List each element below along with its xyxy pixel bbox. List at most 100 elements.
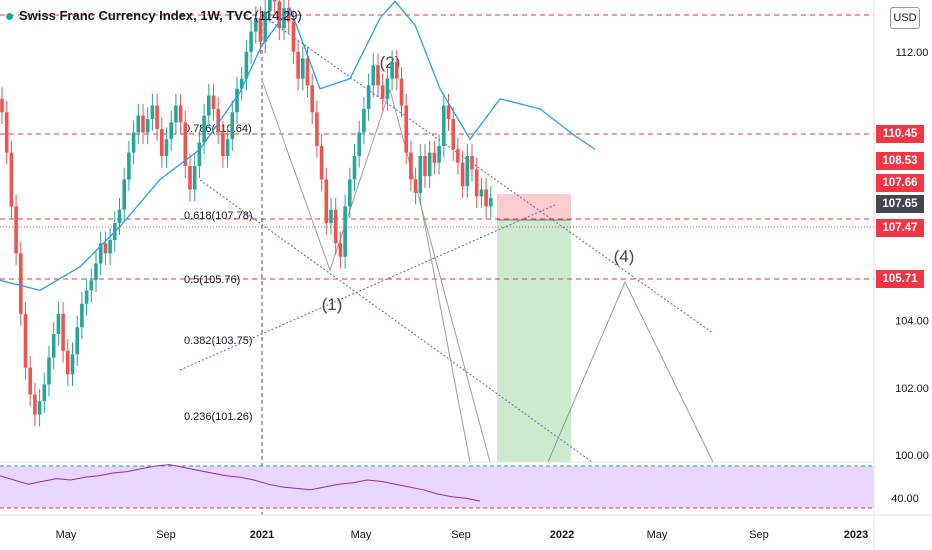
high-value-label: (114.29) [254, 8, 302, 23]
candle-body [362, 108, 366, 133]
candle-body [484, 189, 488, 207]
candle-body [14, 206, 18, 254]
candle-body [4, 112, 9, 153]
candle-body [366, 85, 371, 109]
y-tick-label: 102.00 [895, 383, 929, 395]
wave-label: (1) [322, 295, 343, 314]
candle-body [80, 303, 84, 328]
candle-body [70, 354, 75, 375]
candle-body [192, 166, 197, 190]
price-tag: 107.65 [876, 195, 924, 213]
candle-body [282, 8, 286, 29]
candle-body [155, 105, 159, 130]
candle-body [286, 8, 291, 22]
x-tick-label: 2021 [250, 529, 274, 541]
fib-level-label: 0.5(105.76) [184, 274, 240, 286]
candle-body [427, 152, 432, 177]
y-tick-label: 104.00 [895, 316, 929, 328]
candle-body [254, 18, 258, 32]
candle-body [371, 65, 376, 86]
candle-body [338, 243, 343, 257]
rsi-line [0, 464, 481, 502]
candle-body [145, 119, 150, 133]
candle-body [141, 115, 145, 133]
candle-body [84, 290, 89, 304]
candle-body [103, 243, 108, 254]
x-tick-label: Sep [451, 529, 471, 541]
support-trendline [179, 204, 556, 371]
candle-body [89, 280, 94, 291]
candle-body [442, 105, 446, 146]
candle-body [225, 139, 230, 156]
candle-body [310, 85, 314, 113]
take-profit-zone [497, 220, 571, 462]
market-status-icon [6, 13, 13, 21]
price-tag: 107.66 [876, 174, 924, 192]
candle-body [437, 145, 441, 163]
x-tick-label: May [56, 529, 77, 541]
candle-body [301, 58, 305, 79]
candle-body [75, 327, 79, 355]
y-tick-label: 112.00 [896, 47, 929, 59]
candle-body [423, 155, 427, 177]
fib-level-label: 0.236(101.26) [184, 411, 253, 423]
candle-body [230, 112, 235, 140]
candle-body [451, 119, 455, 150]
candle-body [61, 313, 65, 351]
candle-body [211, 95, 216, 109]
candle-body [51, 334, 56, 358]
candle-body [324, 179, 329, 224]
currency-button[interactable]: USD [890, 7, 920, 29]
candle-body [117, 209, 122, 224]
candle-body [47, 357, 51, 385]
candle-body [390, 61, 394, 79]
chart-title-text: Swiss Franc Currency Index, 1W, TVC [19, 8, 253, 23]
candle-body [66, 350, 70, 375]
candle-body [489, 197, 493, 207]
candle-body [127, 152, 131, 180]
candle-body [258, 18, 263, 42]
candle-body [263, 11, 267, 42]
candle-body [235, 88, 239, 113]
candle-body [56, 313, 61, 335]
x-tick-label: May [647, 529, 668, 541]
x-tick-label: Sep [749, 529, 769, 541]
candle-body [272, 0, 277, 2]
candle-body [19, 253, 23, 314]
price-tag: 108.53 [876, 152, 924, 170]
fib-level-label: 0.618(107.78) [184, 210, 253, 222]
wave-label: (4) [614, 247, 635, 266]
candle-body [399, 78, 404, 106]
candle-body [291, 21, 296, 52]
candle-body [183, 122, 188, 167]
candle-body [376, 65, 380, 86]
candle-body [432, 152, 437, 163]
x-tick-label: May [351, 529, 372, 541]
candle-body [277, 1, 282, 29]
candle-body [385, 78, 390, 99]
candle-body [305, 58, 310, 86]
candle-body [474, 169, 479, 197]
candle-body [42, 384, 47, 402]
x-tick-label: Sep [156, 529, 176, 541]
candle-body [122, 179, 126, 210]
candle-body [178, 105, 183, 123]
candle-body [479, 189, 484, 197]
candle-body [94, 263, 98, 281]
candle-body [98, 243, 103, 264]
candle-body [296, 51, 300, 79]
candle-body [131, 132, 136, 153]
upper-channel-line [261, 14, 714, 334]
price-tag: 110.45 [876, 125, 924, 143]
wave-drop-line [419, 199, 471, 463]
moving-average-line [0, 0, 596, 292]
candle-body [164, 139, 169, 156]
projected-wave-path [547, 280, 714, 463]
candle-body [249, 31, 253, 52]
wave-path [261, 79, 491, 463]
candle-body [216, 108, 220, 133]
candle-body [460, 162, 465, 187]
candle-body [202, 115, 206, 143]
candle-body [404, 105, 408, 153]
